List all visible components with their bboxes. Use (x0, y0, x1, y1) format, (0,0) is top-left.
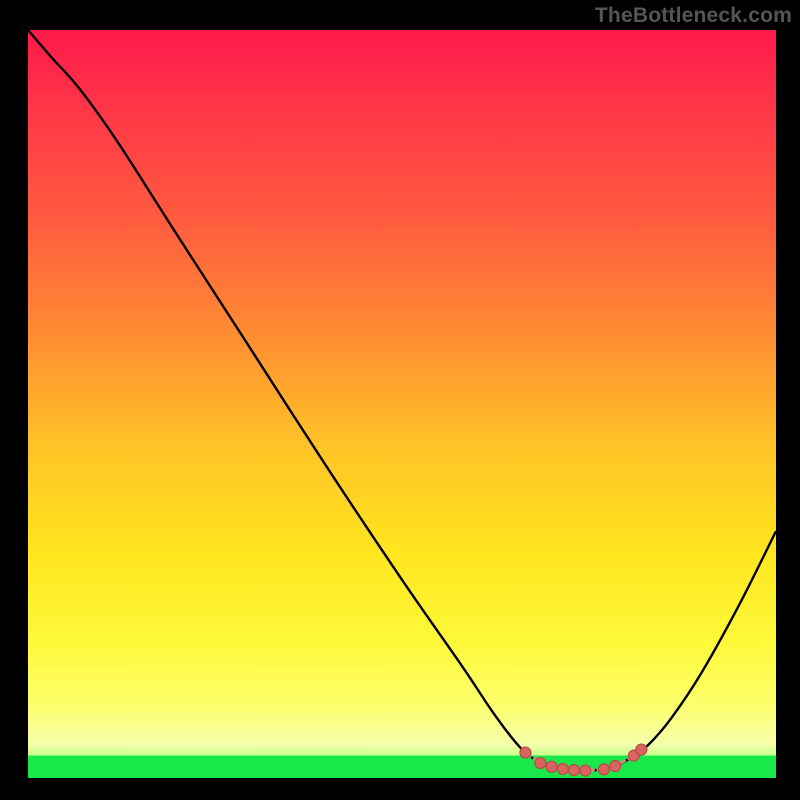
gradient-background (28, 30, 776, 778)
marker-dot (636, 744, 647, 755)
watermark-text: TheBottleneck.com (595, 4, 792, 28)
marker-dot (520, 747, 531, 758)
marker-dot (598, 764, 609, 775)
marker-dot (569, 765, 580, 776)
marker-dot (580, 765, 591, 776)
marker-dot (546, 761, 557, 772)
chart-frame: TheBottleneck.com (0, 0, 800, 800)
marker-dot (557, 764, 568, 775)
marker-dot (610, 761, 621, 772)
marker-dot (535, 758, 546, 769)
chart-svg (28, 30, 776, 778)
plot-area (28, 30, 776, 778)
green-band (28, 756, 776, 778)
